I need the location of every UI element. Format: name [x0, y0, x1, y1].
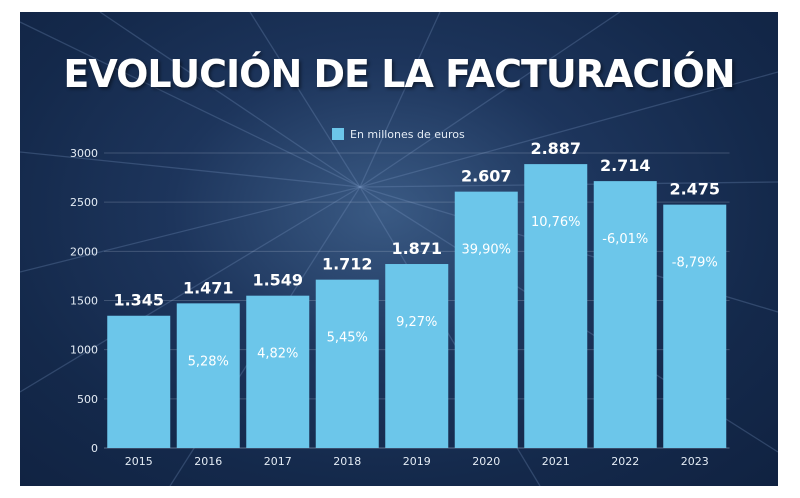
bar [315, 279, 379, 448]
chart-title: EVOLUCIÓN DE LA FACTURACIÓN [63, 52, 735, 96]
y-tick-label: 2000 [70, 245, 98, 258]
bar [524, 164, 588, 448]
x-tick-label: 2015 [125, 455, 153, 468]
x-tick-label: 2023 [681, 455, 709, 468]
value-label: 2.607 [461, 167, 512, 186]
x-tick-label: 2017 [264, 455, 292, 468]
pct-label: 9,27% [396, 315, 437, 330]
x-tick-label: 2019 [403, 455, 431, 468]
y-tick-label: 2500 [70, 196, 98, 209]
value-label: 1.712 [322, 255, 373, 274]
pct-label: -8,79% [672, 256, 718, 271]
value-label: 1.871 [391, 239, 442, 258]
y-tick-label: 1000 [70, 344, 98, 357]
bar [176, 303, 240, 448]
value-label: 1.471 [183, 278, 234, 297]
y-tick-label: 500 [77, 393, 98, 406]
pct-label: 5,28% [188, 354, 229, 369]
pct-label: 39,90% [461, 243, 511, 258]
bar [454, 191, 518, 448]
pct-label: -6,01% [602, 232, 648, 247]
legend-swatch [332, 128, 344, 140]
bar [385, 264, 449, 448]
bar [107, 315, 171, 448]
y-tick-label: 3000 [70, 147, 98, 160]
x-tick-label: 2022 [611, 455, 639, 468]
bar [593, 181, 657, 448]
value-label: 1.345 [113, 291, 164, 310]
x-tick-label: 2018 [333, 455, 361, 468]
pct-label: 10,76% [531, 215, 581, 230]
x-tick-label: 2021 [542, 455, 570, 468]
x-tick-label: 2020 [472, 455, 500, 468]
value-label: 2.475 [669, 180, 720, 199]
y-tick-label: 0 [91, 442, 98, 455]
value-label: 1.549 [252, 271, 303, 290]
pct-label: 5,45% [327, 331, 368, 346]
bar [663, 204, 727, 448]
x-tick-label: 2016 [194, 455, 222, 468]
value-label: 2.714 [600, 156, 651, 175]
legend-label: En millones de euros [350, 128, 465, 141]
pct-label: 4,82% [257, 347, 298, 362]
y-tick-label: 1500 [70, 295, 98, 308]
value-label: 2.887 [530, 139, 581, 158]
bar [246, 295, 310, 448]
